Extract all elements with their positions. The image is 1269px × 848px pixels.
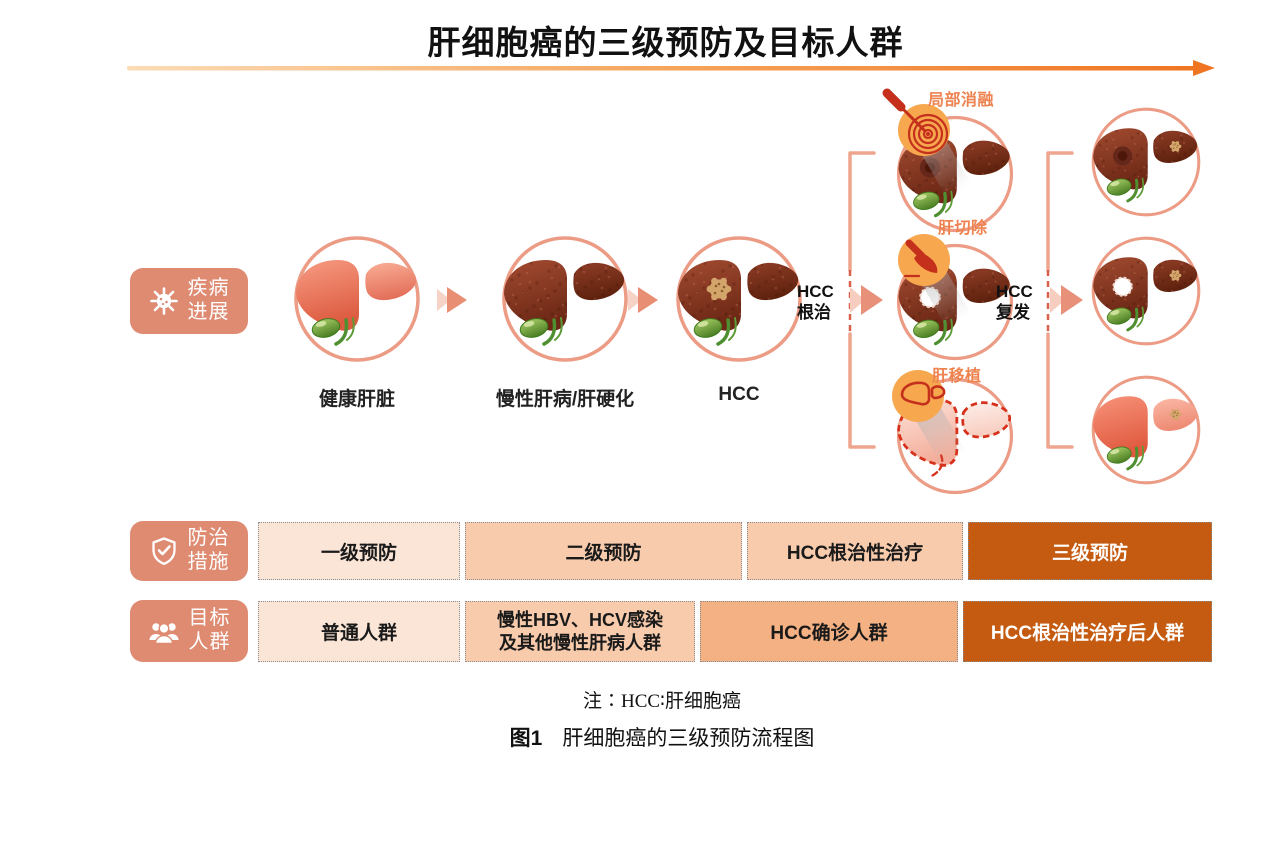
disease-progression-line1: 疾病 bbox=[187, 277, 230, 300]
treatment-label-transplant: 肝移植 bbox=[932, 368, 982, 385]
population-box-diagnosed: HCC确诊人群 bbox=[700, 601, 958, 662]
treatment-label-ablation: 局部消融 bbox=[928, 92, 995, 109]
recurrence-after-transplant-liver-illustration bbox=[1088, 372, 1204, 488]
chronic-liver-illustration bbox=[498, 232, 632, 366]
stage-label-hcc: HCC bbox=[718, 384, 760, 405]
measures-label-line1: 防治 bbox=[187, 527, 230, 550]
scalpel-icon bbox=[898, 234, 950, 286]
stage-label-chronic: 慢性肝病/肝硬化 bbox=[495, 389, 635, 410]
footnote: 注∶HCC∶肝细胞癌 bbox=[582, 691, 741, 712]
disease-progression-line2: 进展 bbox=[187, 301, 230, 323]
population-box-post-treatment: HCC根治性治疗后人群 bbox=[963, 601, 1212, 662]
stage-label-healthy: 健康肝脏 bbox=[318, 389, 395, 410]
transition-hcc-radical: HCC 根治 bbox=[797, 282, 834, 323]
measures-box-tertiary: 三级预防 bbox=[968, 522, 1212, 580]
chevron-arrow-icon bbox=[628, 287, 658, 313]
population-label-line2: 人群 bbox=[188, 631, 231, 653]
recurrence-after-resection-liver-illustration bbox=[1088, 233, 1204, 349]
figure-caption-text: 肝细胞癌的三级预防流程图 bbox=[562, 726, 815, 750]
header-arrow-line bbox=[127, 60, 1215, 76]
measures-box-secondary: 二级预防 bbox=[465, 522, 742, 580]
arrowhead-icon bbox=[1193, 60, 1215, 76]
branch-bracket-left bbox=[848, 151, 876, 449]
branch-bracket-right bbox=[1046, 151, 1074, 449]
population-row-label: 目标 人群 bbox=[130, 600, 248, 662]
measures-label-line2: 措施 bbox=[187, 551, 230, 573]
page-title: 肝细胞癌的三级预防及目标人群 bbox=[427, 24, 904, 61]
healthy-liver-illustration bbox=[290, 232, 424, 366]
population-box-general: 普通人群 bbox=[258, 601, 460, 662]
virus-icon bbox=[149, 287, 178, 315]
measures-row-label: 防治 措施 bbox=[130, 521, 248, 581]
figure-caption: 图1 肝细胞癌的三级预防流程图 bbox=[0, 722, 1269, 752]
ablation-probe-icon bbox=[882, 88, 950, 156]
people-group-icon bbox=[149, 622, 178, 645]
shield-check-icon bbox=[151, 537, 176, 565]
chevron-arrow-icon bbox=[437, 287, 467, 313]
disease-progression-label: 疾病 进展 bbox=[130, 268, 248, 334]
chevron-arrow-icon bbox=[1050, 285, 1083, 315]
measures-box-primary: 一级预防 bbox=[258, 522, 460, 580]
population-label-line1: 目标 bbox=[188, 607, 231, 630]
population-box-chronic: 慢性HBV、HCV感染 及其他慢性肝病人群 bbox=[465, 601, 695, 662]
figure-caption-number: 图1 bbox=[509, 727, 543, 750]
measures-box-radical: HCC根治性治疗 bbox=[747, 522, 963, 580]
hcc-liver-illustration bbox=[672, 232, 806, 366]
recurrence-after-ablation-liver-illustration bbox=[1088, 104, 1204, 220]
chevron-arrow-icon bbox=[850, 285, 883, 315]
transition-hcc-relapse: HCC 复发 bbox=[996, 282, 1033, 323]
liver-outline-icon bbox=[892, 370, 946, 422]
treatment-label-resection: 肝切除 bbox=[938, 220, 988, 237]
